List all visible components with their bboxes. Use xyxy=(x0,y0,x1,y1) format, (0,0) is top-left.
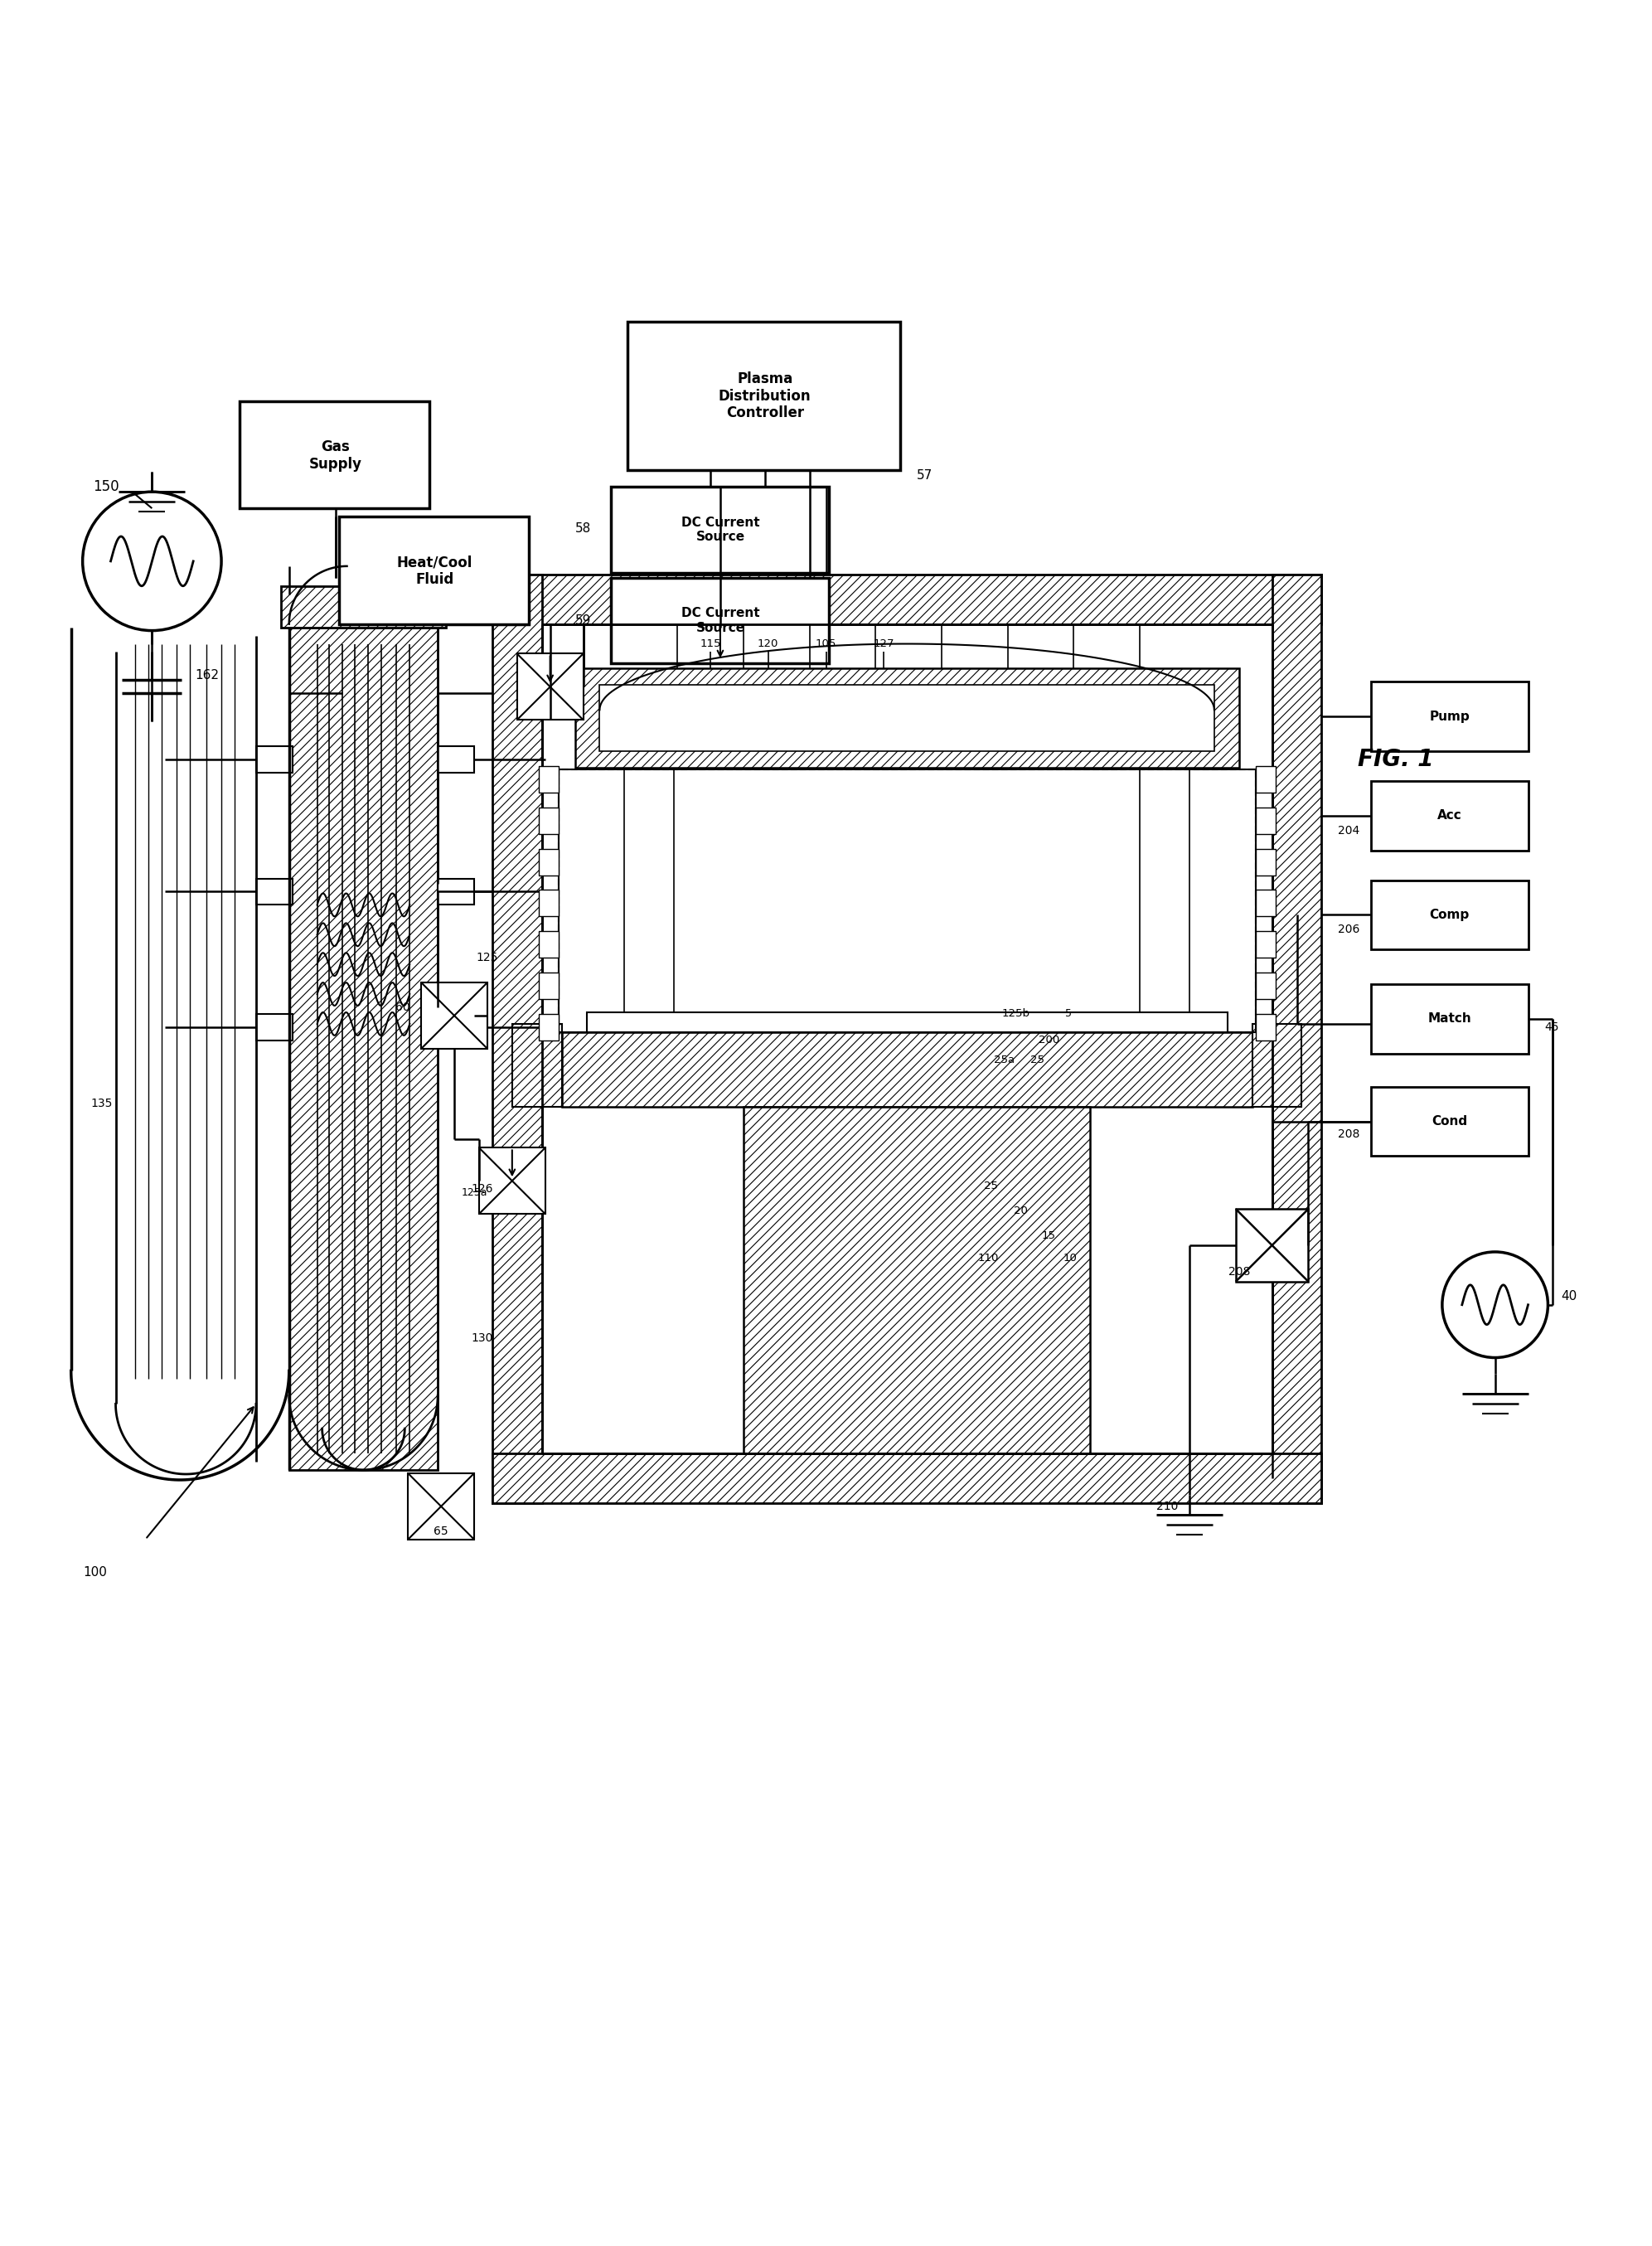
Text: 65: 65 xyxy=(434,1525,448,1536)
Bar xyxy=(256,1013,292,1040)
Bar xyxy=(558,770,1256,1033)
Bar xyxy=(539,849,558,876)
Bar xyxy=(539,1013,558,1040)
Text: 125b: 125b xyxy=(1001,1008,1031,1020)
Bar xyxy=(408,1473,474,1539)
Text: 25a: 25a xyxy=(995,1056,1014,1065)
Text: Cond: Cond xyxy=(1432,1114,1467,1127)
Text: 150: 150 xyxy=(93,478,119,494)
Bar xyxy=(558,770,1256,1033)
Text: 10: 10 xyxy=(1064,1253,1077,1264)
Text: 15: 15 xyxy=(1042,1231,1056,1240)
Bar xyxy=(1256,889,1275,916)
Bar xyxy=(600,685,1214,750)
Bar xyxy=(1256,766,1275,793)
Text: 126: 126 xyxy=(471,1184,492,1195)
Bar xyxy=(479,1148,545,1213)
Text: 59: 59 xyxy=(575,615,591,627)
Text: Plasma
Distribution
Controller: Plasma Distribution Controller xyxy=(719,371,811,420)
Bar xyxy=(1272,575,1322,1503)
Bar xyxy=(1371,683,1528,750)
Bar xyxy=(611,577,829,663)
Bar xyxy=(539,806,558,833)
Bar xyxy=(586,1013,1227,1033)
Bar xyxy=(1256,973,1275,999)
Bar xyxy=(1371,984,1528,1053)
Bar xyxy=(1256,849,1275,876)
Text: 40: 40 xyxy=(1561,1289,1578,1303)
Text: 58: 58 xyxy=(575,521,591,535)
Text: 45: 45 xyxy=(1545,1022,1559,1033)
Bar xyxy=(289,627,438,1469)
Text: 162: 162 xyxy=(195,669,220,681)
Bar xyxy=(628,321,900,469)
Bar xyxy=(539,973,558,999)
Bar xyxy=(539,766,558,793)
Bar xyxy=(743,1107,1090,1453)
Text: 208: 208 xyxy=(1338,1130,1360,1141)
Bar xyxy=(240,402,430,508)
Bar xyxy=(611,487,829,573)
Text: 130: 130 xyxy=(471,1332,492,1343)
Text: 125: 125 xyxy=(476,952,497,964)
Bar xyxy=(438,746,474,773)
Bar xyxy=(421,982,487,1049)
Text: 110: 110 xyxy=(978,1253,998,1264)
Text: 60: 60 xyxy=(395,1002,410,1013)
Text: 25: 25 xyxy=(1031,1056,1044,1065)
Text: Acc: Acc xyxy=(1437,809,1462,822)
Text: 206: 206 xyxy=(1338,923,1360,937)
Bar xyxy=(539,889,558,916)
Bar xyxy=(281,586,446,627)
Bar xyxy=(256,878,292,905)
Bar xyxy=(512,1024,562,1107)
Bar xyxy=(1256,1013,1275,1040)
Bar xyxy=(492,575,542,1503)
Text: 100: 100 xyxy=(84,1565,107,1579)
Text: DC Current
Source: DC Current Source xyxy=(681,606,760,633)
Text: Comp: Comp xyxy=(1429,910,1470,921)
Text: 210: 210 xyxy=(1156,1500,1178,1512)
Bar xyxy=(339,517,529,624)
Bar xyxy=(1256,932,1275,957)
Bar xyxy=(539,932,558,957)
Text: 25: 25 xyxy=(985,1181,998,1190)
Text: 208: 208 xyxy=(1229,1267,1251,1278)
Text: 5: 5 xyxy=(1066,1008,1072,1020)
Text: 125a: 125a xyxy=(461,1186,487,1197)
Bar xyxy=(256,746,292,773)
Text: 135: 135 xyxy=(91,1098,112,1110)
Text: 57: 57 xyxy=(917,469,933,481)
Bar xyxy=(492,575,1322,624)
Bar xyxy=(438,878,474,905)
Bar xyxy=(1371,1087,1528,1157)
Bar xyxy=(517,654,583,719)
Bar xyxy=(1236,1208,1308,1282)
Text: Match: Match xyxy=(1427,1013,1472,1024)
Bar xyxy=(1256,806,1275,833)
Bar xyxy=(575,669,1239,768)
Bar xyxy=(1252,1024,1302,1107)
Bar xyxy=(1371,782,1528,851)
Text: 127: 127 xyxy=(874,638,894,649)
Text: Gas
Supply: Gas Supply xyxy=(309,440,362,472)
Bar xyxy=(492,1453,1322,1503)
Text: 204: 204 xyxy=(1338,824,1360,836)
Bar xyxy=(562,1033,1252,1107)
Text: 105: 105 xyxy=(816,638,836,649)
Text: DC Current
Source: DC Current Source xyxy=(681,517,760,544)
Bar xyxy=(438,1013,474,1040)
Text: 115: 115 xyxy=(700,638,720,649)
Text: Heat/Cool
Fluid: Heat/Cool Fluid xyxy=(396,555,472,586)
Bar xyxy=(1371,880,1528,950)
Text: 20: 20 xyxy=(1014,1206,1028,1215)
Text: Pump: Pump xyxy=(1429,710,1470,723)
Text: 120: 120 xyxy=(758,638,778,649)
Text: 200: 200 xyxy=(1039,1035,1059,1047)
Text: FIG. 1: FIG. 1 xyxy=(1358,748,1434,770)
